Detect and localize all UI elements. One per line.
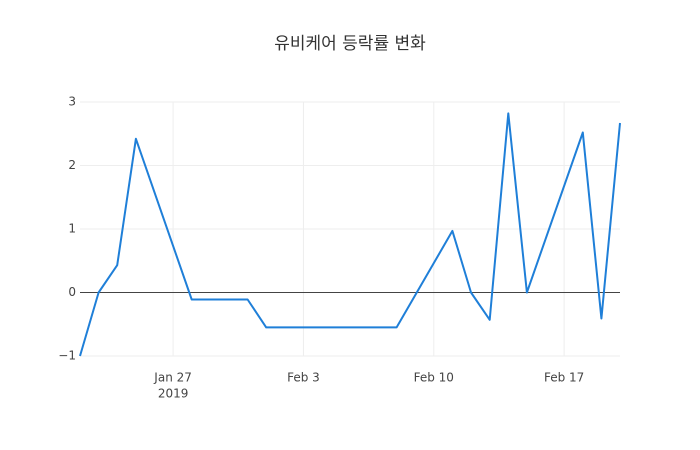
- x-tick-label: Jan 27: [153, 371, 192, 385]
- y-tick-label: 1: [68, 222, 76, 236]
- x-tick-label: Feb 10: [414, 371, 454, 385]
- data-line: [79, 112, 621, 357]
- chart-title: 유비케어 등락률 변화: [274, 34, 426, 54]
- y-tick-label: 0: [68, 285, 76, 299]
- x-tick-label: Feb 3: [287, 371, 320, 385]
- y-tick-label: 2: [68, 158, 76, 172]
- x-tick-sublabel: 2019: [158, 387, 189, 401]
- x-tick-label: Feb 17: [544, 371, 584, 385]
- y-tick-label: 3: [68, 95, 76, 109]
- y-tick-label: −1: [58, 349, 76, 363]
